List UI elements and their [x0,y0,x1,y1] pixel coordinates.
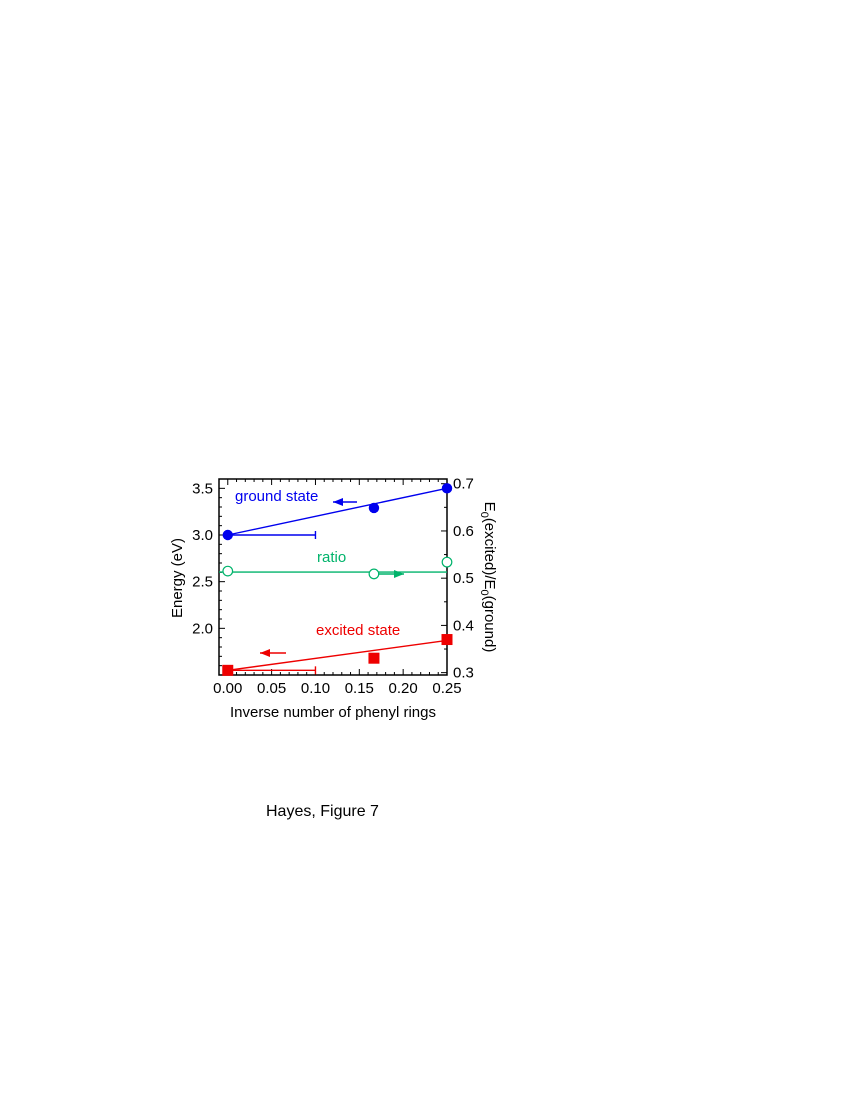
excited-state-arrow-icon [260,649,270,657]
y2-axis-title: E0(excited)/E0(ground) [478,502,498,653]
x-tick-label: 0.20 [389,680,418,697]
x-tick-label: 0.00 [213,680,242,697]
ratio-point [368,568,380,580]
x-tick-label: 0.05 [257,680,286,697]
axis-ticks [219,478,448,675]
y2-tick-label: 0.3 [453,665,474,682]
annotations: ground state ratio excited state [235,488,404,657]
y-tick-label: 2.5 [192,574,213,591]
excited-state-point [441,634,453,646]
ground-state-label: ground state [235,488,318,505]
ground-state-point [368,502,380,514]
y2-tick-label: 0.4 [453,617,474,634]
marks-layer [222,483,453,676]
excited-state-label: excited state [316,622,400,639]
ground-state-fit-line [227,487,447,536]
ground-state-point [222,529,233,541]
y2-tick-label: 0.6 [453,523,474,540]
series-layer [219,487,447,672]
ground-state-arrow-icon [333,498,343,506]
y-axis-title: Energy (eV) [169,538,186,618]
excited-state-point [222,664,234,676]
ratio-point [441,556,453,568]
ratio-label: ratio [317,549,346,566]
x-axis-title: Inverse number of phenyl rings [230,704,436,721]
ground-state-point [441,483,453,494]
excited-state-point [368,652,380,664]
ratio-arrow-icon [394,570,404,578]
y-tick-label: 3.5 [192,480,213,497]
x-tick-label: 0.15 [345,680,374,697]
x-tick-label: 0.10 [301,680,330,697]
ratio-point [222,565,234,577]
tick-labels: 0.00 0.05 0.10 0.15 0.20 0.25 2.0 2.5 3.0 3.5 0.3 0… [192,476,474,697]
y-tick-label: 3.0 [192,527,213,544]
x-tick-label: 0.25 [432,680,461,697]
y2-tick-label: 0.5 [453,570,474,587]
y-tick-label: 2.0 [192,620,213,637]
y2-tick-label: 0.7 [453,476,474,493]
figure-caption: Hayes, Figure 7 [266,803,379,820]
excited-state-fit-line [227,639,447,672]
